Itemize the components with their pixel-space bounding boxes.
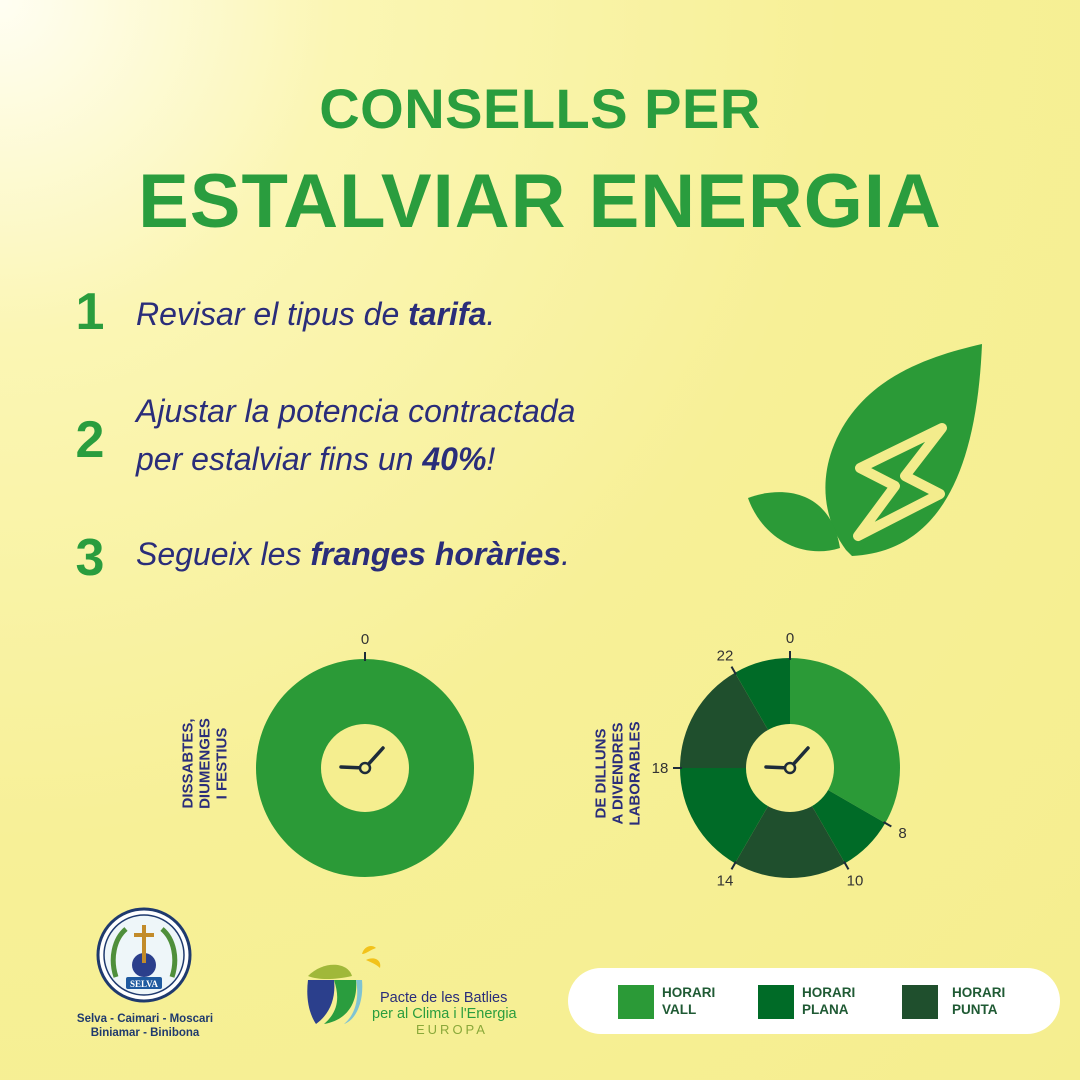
pacte-line-3: EUROPA: [416, 1022, 488, 1037]
tip-1-text: Revisar el tipus de tarifa.: [136, 290, 495, 338]
tip-run: .: [561, 536, 570, 572]
clock-label-line: DISSABTES,: [179, 718, 197, 809]
legend-punta-line-1: HORARI: [952, 985, 1006, 1000]
tip-run: Ajustar la potencia contractada: [136, 393, 576, 429]
clock-tick: [730, 861, 737, 870]
pacte-logo-icon: [307, 946, 381, 1024]
clock-hands-icon: [764, 746, 810, 775]
clock-tick: [883, 821, 892, 828]
selva-towns: Selva - Caimari - Moscari Biniamar - Bin…: [60, 1012, 230, 1040]
legend-plana-line-2: PLANA: [802, 1002, 849, 1017]
weekday-label: DE DILLUNS A DIVENDRES LABORABLES: [593, 704, 644, 844]
tip-2-number: 2: [75, 411, 105, 469]
tip-run: .: [486, 296, 496, 332]
pacte-line-1: Pacte de les Batlies: [380, 990, 508, 1006]
tip-1-line: Revisar el tipus de tarifa.: [136, 290, 495, 338]
tip-3-text: Segueix les franges horàries.: [136, 530, 570, 578]
clock-tick-label: 10: [847, 873, 864, 890]
legend-label-plana: HORARI PLANA: [802, 984, 855, 1018]
clock-tick-label: 0: [361, 631, 369, 648]
clock-tick: [843, 861, 850, 870]
tip-highlight: 40%: [422, 441, 487, 477]
legend-swatch-plana: [758, 985, 794, 1019]
tip-run: Segueix les: [136, 536, 311, 572]
pacte-line-2: per al Clima i l'Energia: [372, 1006, 517, 1022]
clock-label-line: LABORABLES: [626, 721, 644, 826]
title-line-1: CONSELLS PER: [319, 77, 761, 140]
tip-2-text: Ajustar la potencia contractada per estal…: [136, 387, 575, 483]
selva-towns-line-1: Selva - Caimari - Moscari: [76, 1013, 214, 1025]
tip-2-line: Ajustar la potencia contractada: [136, 387, 575, 435]
tip-highlight: franges horàries: [310, 536, 562, 572]
legend-swatch-vall: [618, 985, 654, 1019]
weekday-clock: 0 8 10 14 18 22: [652, 630, 907, 890]
tip-2-line: per estalviar fins un 40%!: [136, 435, 575, 483]
leaf-lightning-icon: [748, 344, 982, 556]
legend-label-punta: HORARI PUNTA: [952, 984, 1005, 1018]
clock-label-line: DE DILLUNS: [592, 728, 610, 819]
clock-tick-label: 14: [717, 873, 734, 890]
legend-swatch-punta: [902, 985, 938, 1019]
legend-vall-line-2: VALL: [662, 1002, 697, 1017]
legend-label-vall: HORARI VALL: [662, 984, 715, 1018]
tip-3-line: Segueix les franges horàries.: [136, 530, 570, 578]
selva-seal-icon: SELVA: [96, 907, 192, 1003]
clock-tick-label: 0: [786, 630, 794, 647]
clock-segment-punta: [735, 768, 845, 878]
clock-label-line: A DIVENDRES: [609, 722, 627, 825]
clock-label-line: DIUMENGES: [196, 718, 214, 809]
tip-1-number: 1: [75, 283, 105, 341]
clock-label-line: I FESTIUS: [213, 727, 231, 800]
tip-run: !: [486, 441, 496, 477]
tip-3-number: 3: [75, 529, 105, 587]
weekend-label: DISSABTES, DIUMENGES I FESTIUS: [180, 699, 231, 829]
clock-hands-icon: [339, 746, 385, 775]
clock-tick: [730, 666, 737, 675]
tip-run: per estalviar fins un: [136, 441, 423, 477]
svg-text:SELVA: SELVA: [130, 979, 159, 989]
title-line-2: ESTALVIAR ENERGIA: [138, 159, 942, 244]
legend-panel: HORARI VALL HORARI PLANA HORARI PUNTA: [568, 968, 1060, 1034]
legend-plana-line-1: HORARI: [802, 985, 856, 1000]
weekend-clock: 0: [256, 631, 474, 877]
tip-run: Revisar el tipus de: [136, 296, 409, 332]
tip-highlight: tarifa: [408, 296, 487, 332]
clock-tick-label: 22: [717, 647, 734, 664]
legend-vall-line-1: HORARI: [662, 985, 716, 1000]
clock-tick-label: 8: [898, 825, 906, 842]
selva-towns-line-2: Biniamar - Binibona: [90, 1027, 200, 1039]
legend-punta-line-2: PUNTA: [952, 1002, 998, 1017]
clock-tick-label: 18: [652, 760, 669, 777]
